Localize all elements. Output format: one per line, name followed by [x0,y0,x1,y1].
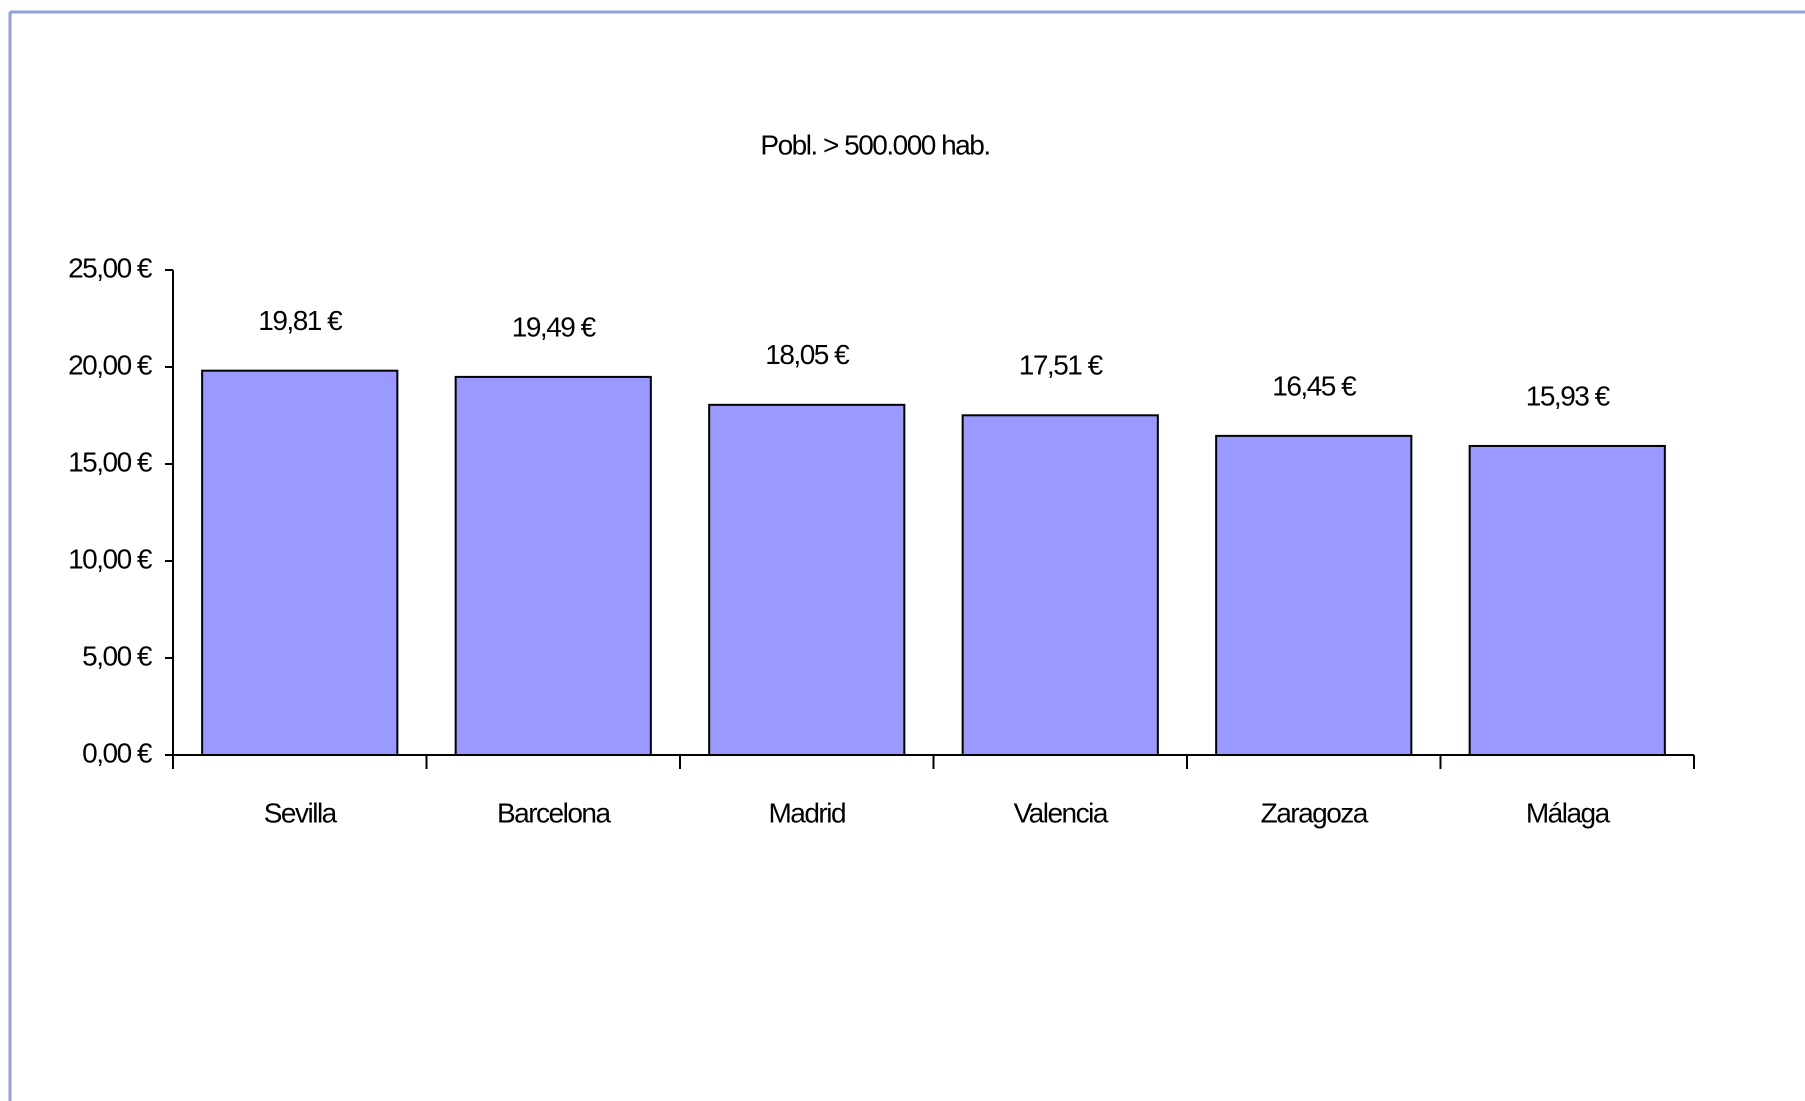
y-tick-label: 5,00 € [82,640,153,671]
value-label: 18,05 € [765,339,850,370]
bar [201,369,399,756]
value-label: 16,45 € [1272,370,1357,401]
y-tick-label: 10,00 € [68,543,153,574]
x-tick-label: Zaragoza [1261,797,1369,828]
value-label: 15,93 € [1526,380,1611,411]
y-tick-label: 20,00 € [68,349,153,380]
chart-title: Pobl. > 500.000 hab. [760,129,989,160]
bar [1215,434,1413,756]
value-label: 19,81 € [258,305,343,336]
bar [708,403,906,756]
x-tick-label: Sevilla [264,797,338,828]
x-tick-label: Madrid [768,797,845,828]
x-tick-label: Barcelona [497,797,612,828]
x-tick-label: Málaga [1526,797,1611,828]
bar [454,375,652,756]
bar [961,414,1159,756]
y-tick-label: 15,00 € [68,446,153,477]
x-tick-label: Valencia [1014,797,1109,828]
value-label: 19,49 € [512,311,597,342]
y-tick-label: 0,00 € [82,737,153,768]
value-label: 17,51 € [1019,350,1104,381]
bar [1468,444,1666,756]
y-tick-label: 25,00 € [68,252,153,283]
